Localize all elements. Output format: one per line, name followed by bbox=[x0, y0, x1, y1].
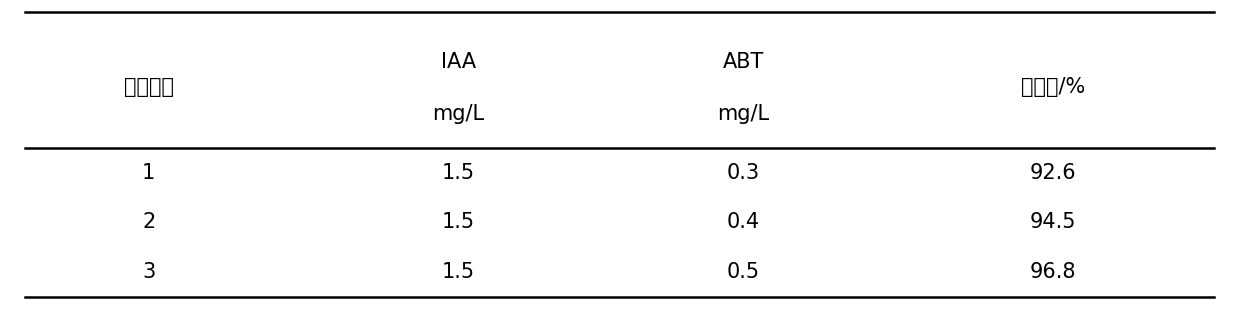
Text: 1: 1 bbox=[142, 163, 155, 183]
Text: mg/L: mg/L bbox=[717, 104, 769, 124]
Text: 3: 3 bbox=[142, 262, 155, 282]
Text: 1.5: 1.5 bbox=[442, 213, 475, 232]
Text: 0.4: 0.4 bbox=[727, 213, 760, 232]
Text: 1.5: 1.5 bbox=[442, 262, 475, 282]
Text: 94.5: 94.5 bbox=[1030, 213, 1077, 232]
Text: 1.5: 1.5 bbox=[442, 163, 475, 183]
Text: 0.5: 0.5 bbox=[727, 262, 760, 282]
Text: 2: 2 bbox=[142, 213, 155, 232]
Text: ABT: ABT bbox=[722, 52, 764, 72]
Text: mg/L: mg/L bbox=[432, 104, 484, 124]
Text: 生根率/%: 生根率/% bbox=[1021, 77, 1085, 96]
Text: IAA: IAA bbox=[441, 52, 476, 72]
Text: 0.3: 0.3 bbox=[727, 163, 760, 183]
Text: 92.6: 92.6 bbox=[1030, 163, 1077, 183]
Text: 试验编号: 试验编号 bbox=[124, 77, 173, 96]
Text: 96.8: 96.8 bbox=[1030, 262, 1077, 282]
